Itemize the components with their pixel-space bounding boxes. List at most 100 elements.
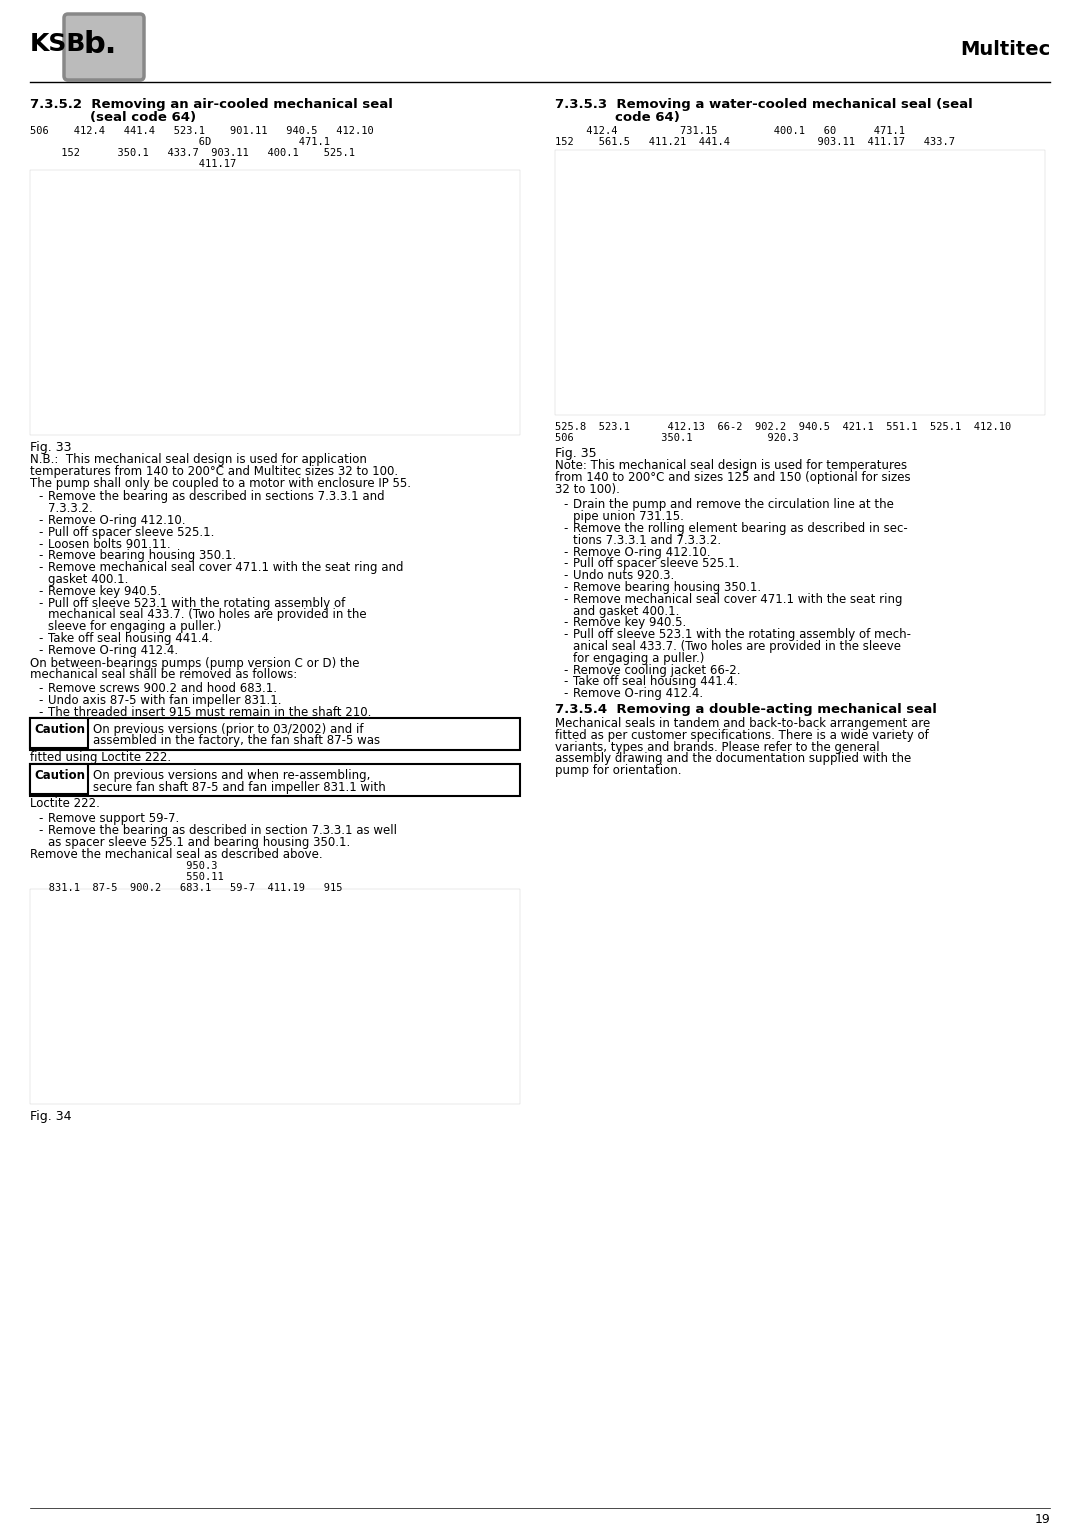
Text: 32 to 100).: 32 to 100). — [555, 483, 620, 495]
Text: 506    412.4   441.4   523.1    901.11   940.5   412.10: 506 412.4 441.4 523.1 901.11 940.5 412.1… — [30, 125, 374, 136]
Text: On previous versions and when re-assembling,: On previous versions and when re-assembl… — [93, 770, 370, 782]
Text: Pull off spacer sleeve 525.1.: Pull off spacer sleeve 525.1. — [573, 558, 740, 570]
Text: -: - — [38, 585, 42, 597]
Text: 411.17: 411.17 — [30, 159, 237, 170]
Text: Remove support 59-7.: Remove support 59-7. — [48, 813, 179, 825]
Text: 152    561.5   411.21  441.4              903.11  411.17   433.7: 152 561.5 411.21 441.4 903.11 411.17 433… — [555, 138, 955, 147]
Text: Remove bearing housing 350.1.: Remove bearing housing 350.1. — [48, 550, 237, 562]
Text: 412.4          731.15         400.1   60      471.1: 412.4 731.15 400.1 60 471.1 — [555, 125, 905, 136]
Text: -: - — [563, 688, 567, 700]
Text: Multitec: Multitec — [960, 40, 1050, 60]
Text: -: - — [38, 561, 42, 575]
Bar — [30, 764, 519, 796]
Text: -: - — [563, 570, 567, 582]
Text: -: - — [563, 545, 567, 559]
Text: -: - — [563, 675, 567, 689]
Text: fitted as per customer specifications. There is a wide variety of: fitted as per customer specifications. T… — [555, 729, 929, 741]
Text: -: - — [38, 513, 42, 527]
Text: Pull off sleeve 523.1 with the rotating assembly of mech-: Pull off sleeve 523.1 with the rotating … — [573, 628, 912, 642]
Text: assembled in the factory, the fan shaft 87-5 was: assembled in the factory, the fan shaft … — [93, 735, 380, 747]
Text: 19: 19 — [1035, 1513, 1050, 1526]
Text: for engaging a puller.): for engaging a puller.) — [573, 652, 704, 665]
Text: Remove mechanical seal cover 471.1 with the seat ring: Remove mechanical seal cover 471.1 with … — [573, 593, 903, 605]
Text: pump for orientation.: pump for orientation. — [555, 764, 681, 778]
Text: -: - — [38, 824, 42, 837]
Text: (seal code 64): (seal code 64) — [90, 112, 197, 124]
Text: Remove the bearing as described in sections 7.3.3.1 and: Remove the bearing as described in secti… — [48, 490, 384, 503]
Text: Remove the bearing as described in section 7.3.3.1 as well: Remove the bearing as described in secti… — [48, 824, 397, 837]
Text: The pump shall only be coupled to a motor with enclosure IP 55.: The pump shall only be coupled to a moto… — [30, 477, 411, 489]
Text: variants, types and brands. Please refer to the general: variants, types and brands. Please refer… — [555, 741, 879, 753]
Text: sleeve for engaging a puller.): sleeve for engaging a puller.) — [48, 620, 221, 633]
Text: secure fan shaft 87-5 and fan impeller 831.1 with: secure fan shaft 87-5 and fan impeller 8… — [93, 781, 386, 795]
Text: b.: b. — [83, 31, 117, 60]
Text: gasket 400.1.: gasket 400.1. — [48, 573, 129, 587]
Text: -: - — [38, 538, 42, 550]
Text: -: - — [38, 596, 42, 610]
Bar — [30, 718, 519, 750]
Text: 7.3.3.2.: 7.3.3.2. — [48, 503, 93, 515]
Text: Caution: Caution — [33, 723, 85, 735]
Text: mechanical seal shall be removed as follows:: mechanical seal shall be removed as foll… — [30, 668, 297, 681]
Text: 6D              471.1: 6D 471.1 — [30, 138, 330, 147]
Text: -: - — [38, 550, 42, 562]
Text: On previous versions (prior to 03/2002) and if: On previous versions (prior to 03/2002) … — [93, 723, 364, 735]
Text: 152      350.1   433.7  903.11   400.1    525.1: 152 350.1 433.7 903.11 400.1 525.1 — [30, 148, 355, 157]
Text: 525.8  523.1      412.13  66-2  902.2  940.5  421.1  551.1  525.1  412.10: 525.8 523.1 412.13 66-2 902.2 940.5 421.… — [555, 422, 1011, 432]
Text: Remove O-ring 412.10.: Remove O-ring 412.10. — [573, 545, 711, 559]
Text: -: - — [563, 498, 567, 512]
Text: Take off seal housing 441.4.: Take off seal housing 441.4. — [573, 675, 738, 689]
Text: Fig. 35: Fig. 35 — [555, 448, 596, 460]
Bar — [30, 889, 519, 1105]
Text: -: - — [563, 663, 567, 677]
Text: Undo axis 87-5 with fan impeller 831.1.: Undo axis 87-5 with fan impeller 831.1. — [48, 694, 282, 707]
Text: and gasket 400.1.: and gasket 400.1. — [573, 605, 679, 617]
Text: Undo nuts 920.3.: Undo nuts 920.3. — [573, 570, 674, 582]
Text: Note: This mechanical seal design is used for temperatures: Note: This mechanical seal design is use… — [555, 458, 907, 472]
Text: -: - — [563, 581, 567, 594]
Text: -: - — [38, 643, 42, 657]
Text: Remove the rolling element bearing as described in sec-: Remove the rolling element bearing as de… — [573, 523, 908, 535]
Text: -: - — [38, 694, 42, 707]
Text: Remove cooling jacket 66-2.: Remove cooling jacket 66-2. — [573, 663, 741, 677]
Bar — [555, 150, 1045, 416]
Text: fitted using Loctite 222.: fitted using Loctite 222. — [30, 750, 171, 764]
Text: N.B.:  This mechanical seal design is used for application: N.B.: This mechanical seal design is use… — [30, 452, 367, 466]
Text: 7.3.5.4  Removing a double-acting mechanical seal: 7.3.5.4 Removing a double-acting mechani… — [555, 703, 936, 717]
Text: Remove screws 900.2 and hood 683.1.: Remove screws 900.2 and hood 683.1. — [48, 681, 276, 695]
Text: pipe union 731.15.: pipe union 731.15. — [573, 510, 684, 523]
Text: -: - — [38, 681, 42, 695]
Text: -: - — [38, 526, 42, 539]
Bar — [30, 764, 87, 795]
FancyBboxPatch shape — [64, 14, 144, 79]
Text: -: - — [563, 523, 567, 535]
Text: Pull off spacer sleeve 525.1.: Pull off spacer sleeve 525.1. — [48, 526, 214, 539]
Text: Remove the mechanical seal as described above.: Remove the mechanical seal as described … — [30, 848, 323, 860]
Text: 506              350.1            920.3: 506 350.1 920.3 — [555, 432, 799, 443]
Text: Fig. 34: Fig. 34 — [30, 1111, 71, 1123]
Text: The threaded insert 915 must remain in the shaft 210.: The threaded insert 915 must remain in t… — [48, 706, 372, 718]
Text: -: - — [38, 813, 42, 825]
Text: mechanical seal 433.7. (Two holes are provided in the: mechanical seal 433.7. (Two holes are pr… — [48, 608, 366, 622]
Text: Remove key 940.5.: Remove key 940.5. — [48, 585, 161, 597]
Text: Remove O-ring 412.4.: Remove O-ring 412.4. — [48, 643, 178, 657]
Text: 7.3.5.3  Removing a water-cooled mechanical seal (seal: 7.3.5.3 Removing a water-cooled mechanic… — [555, 98, 973, 112]
Text: -: - — [38, 633, 42, 645]
Text: Loosen bolts 901.11.: Loosen bolts 901.11. — [48, 538, 171, 550]
Text: 7.3.5.2  Removing an air-cooled mechanical seal: 7.3.5.2 Removing an air-cooled mechanica… — [30, 98, 393, 112]
Text: -: - — [38, 706, 42, 718]
Text: Drain the pump and remove the circulation line at the: Drain the pump and remove the circulatio… — [573, 498, 894, 512]
Bar — [30, 718, 87, 747]
Text: -: - — [563, 628, 567, 642]
Bar — [30, 170, 519, 435]
Text: -: - — [563, 558, 567, 570]
Text: 550.11: 550.11 — [30, 872, 224, 882]
Text: -: - — [563, 616, 567, 630]
Text: Mechanical seals in tandem and back-to-back arrangement are: Mechanical seals in tandem and back-to-b… — [555, 717, 930, 730]
Text: code 64): code 64) — [615, 112, 680, 124]
Text: Remove mechanical seal cover 471.1 with the seat ring and: Remove mechanical seal cover 471.1 with … — [48, 561, 404, 575]
Text: -: - — [563, 593, 567, 605]
Text: temperatures from 140 to 200°C and Multitec sizes 32 to 100.: temperatures from 140 to 200°C and Multi… — [30, 465, 399, 478]
Text: Remove O-ring 412.10.: Remove O-ring 412.10. — [48, 513, 186, 527]
Text: from 140 to 200°C and sizes 125 and 150 (optional for sizes: from 140 to 200°C and sizes 125 and 150 … — [555, 471, 910, 484]
